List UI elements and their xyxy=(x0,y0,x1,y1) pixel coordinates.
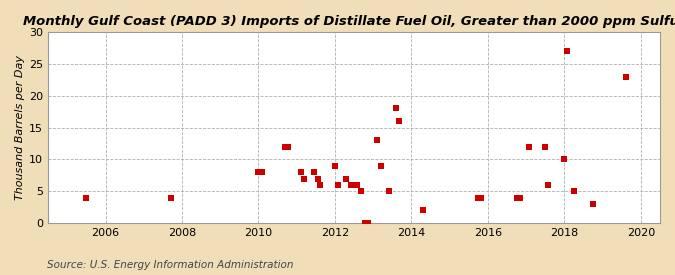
Point xyxy=(295,170,306,174)
Point xyxy=(308,170,319,174)
Y-axis label: Thousand Barrels per Day: Thousand Barrels per Day xyxy=(15,55,25,200)
Point xyxy=(253,170,264,174)
Point xyxy=(333,183,344,187)
Point xyxy=(81,196,92,200)
Point xyxy=(359,221,370,225)
Point xyxy=(352,183,362,187)
Point xyxy=(511,196,522,200)
Point xyxy=(418,208,429,213)
Point xyxy=(256,170,267,174)
Point xyxy=(394,119,404,123)
Point xyxy=(363,221,374,225)
Point xyxy=(355,189,366,194)
Point xyxy=(568,189,579,194)
Point xyxy=(346,183,356,187)
Point xyxy=(540,144,551,149)
Point xyxy=(476,196,487,200)
Point xyxy=(372,138,383,142)
Point xyxy=(524,144,535,149)
Point xyxy=(329,164,340,168)
Point xyxy=(280,144,291,149)
Point xyxy=(473,196,484,200)
Point xyxy=(313,176,323,181)
Point xyxy=(283,144,294,149)
Point xyxy=(543,183,554,187)
Point xyxy=(384,189,395,194)
Title: Monthly Gulf Coast (PADD 3) Imports of Distillate Fuel Oil, Greater than 2000 pp: Monthly Gulf Coast (PADD 3) Imports of D… xyxy=(23,15,675,28)
Point xyxy=(299,176,310,181)
Text: Source: U.S. Energy Information Administration: Source: U.S. Energy Information Administ… xyxy=(47,260,294,270)
Point xyxy=(588,202,599,206)
Point xyxy=(514,196,525,200)
Point xyxy=(562,49,573,53)
Point xyxy=(391,106,402,111)
Point xyxy=(341,176,352,181)
Point xyxy=(375,164,386,168)
Point xyxy=(621,74,632,79)
Point xyxy=(559,157,570,162)
Point xyxy=(315,183,326,187)
Point xyxy=(165,196,176,200)
